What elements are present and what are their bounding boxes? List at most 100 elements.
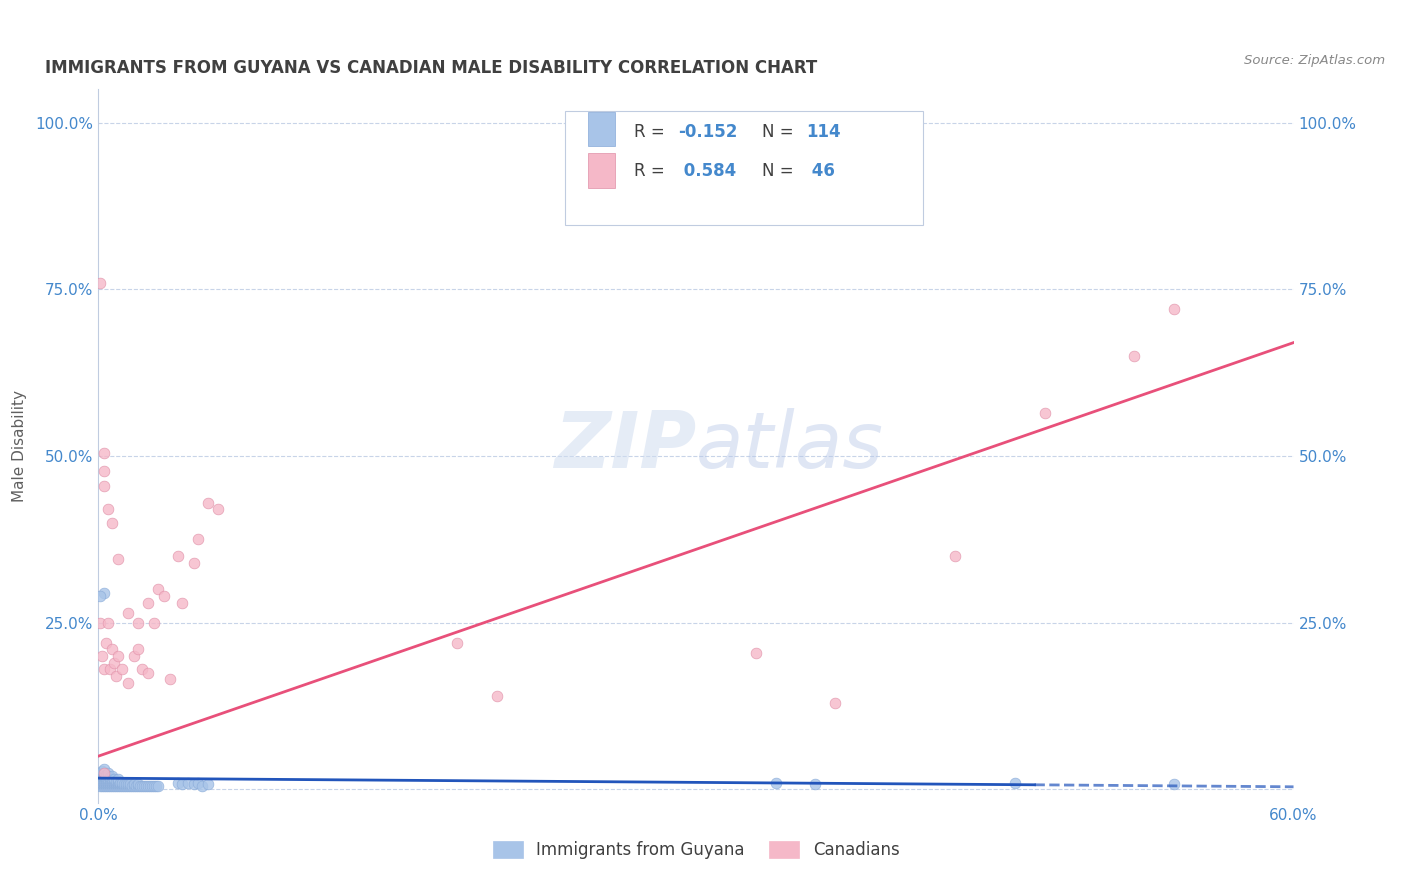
Point [96, 779, 118, 793]
Point [117, 777, 139, 791]
Point [89, 765, 111, 780]
Point [98, 777, 122, 791]
Point [91, 771, 114, 785]
Point [804, 777, 827, 791]
Point [111, 776, 134, 790]
Point [105, 777, 128, 791]
Text: -0.152: -0.152 [678, 123, 737, 141]
Point [112, 779, 135, 793]
Point [97, 769, 120, 783]
Point [91, 779, 114, 793]
Point [120, 777, 142, 791]
Point [96, 774, 118, 789]
Point [167, 549, 190, 563]
Point [103, 777, 125, 791]
Text: N =: N = [762, 162, 799, 180]
FancyBboxPatch shape [565, 111, 924, 225]
Text: 46: 46 [806, 162, 835, 180]
Point [93, 774, 115, 789]
Text: Source: ZipAtlas.com: Source: ZipAtlas.com [1244, 54, 1385, 67]
Point [136, 665, 159, 680]
Point [665, 202, 688, 217]
Point [93, 765, 115, 780]
Point [93, 662, 115, 676]
Point [101, 777, 124, 791]
Point [172, 777, 194, 791]
Point [96, 768, 118, 782]
Point [148, 582, 170, 597]
Point [93, 479, 115, 493]
Point [172, 596, 194, 610]
Point [93, 776, 115, 790]
Point [98, 662, 122, 676]
Point [143, 615, 166, 630]
Point [115, 779, 138, 793]
Point [91, 649, 114, 664]
Point [183, 556, 205, 570]
Point [124, 649, 146, 664]
Y-axis label: Male Disability: Male Disability [13, 390, 27, 502]
Text: R =: R = [634, 162, 669, 180]
Point [107, 774, 129, 789]
Point [117, 675, 139, 690]
Point [101, 642, 124, 657]
Point [101, 779, 124, 793]
Point [111, 779, 134, 793]
Point [93, 464, 115, 478]
Point [89, 777, 111, 791]
Point [101, 776, 124, 790]
Point [187, 776, 209, 790]
Point [89, 779, 111, 793]
Point [141, 779, 163, 793]
Point [943, 549, 966, 563]
Text: 0.584: 0.584 [678, 162, 737, 180]
Point [98, 774, 122, 789]
Point [93, 772, 115, 787]
Point [97, 772, 120, 787]
Point [197, 777, 219, 791]
Text: ZIP: ZIP [554, 408, 696, 484]
Point [97, 765, 120, 780]
Point [110, 779, 132, 793]
Point [93, 585, 115, 599]
Text: 114: 114 [806, 123, 841, 141]
Point [101, 769, 124, 783]
FancyBboxPatch shape [589, 112, 614, 146]
Text: N =: N = [762, 123, 799, 141]
Text: IMMIGRANTS FROM GUYANA VS CANADIAN MALE DISABILITY CORRELATION CHART: IMMIGRANTS FROM GUYANA VS CANADIAN MALE … [45, 59, 817, 77]
Point [124, 779, 146, 793]
Point [1033, 406, 1056, 420]
Point [107, 776, 129, 790]
Point [97, 502, 120, 516]
Point [127, 779, 149, 793]
Point [120, 779, 142, 793]
Point [159, 673, 181, 687]
Point [97, 777, 120, 791]
Point [145, 779, 167, 793]
Point [111, 662, 134, 676]
Point [1004, 776, 1026, 790]
Point [485, 689, 508, 703]
Point [93, 779, 115, 793]
Point [148, 779, 170, 793]
Point [153, 589, 176, 603]
Point [139, 779, 162, 793]
Point [191, 779, 214, 793]
Point [131, 779, 153, 793]
Point [93, 763, 115, 777]
Text: R =: R = [634, 123, 669, 141]
Point [110, 777, 132, 791]
Point [98, 779, 122, 793]
Point [105, 779, 128, 793]
Point [105, 774, 128, 789]
Point [124, 777, 146, 791]
Point [135, 779, 157, 793]
Point [103, 776, 125, 790]
Point [97, 774, 120, 789]
Point [93, 765, 115, 780]
Point [1123, 349, 1146, 363]
Point [117, 779, 139, 793]
Point [824, 696, 846, 710]
Point [129, 779, 152, 793]
Point [107, 777, 129, 791]
